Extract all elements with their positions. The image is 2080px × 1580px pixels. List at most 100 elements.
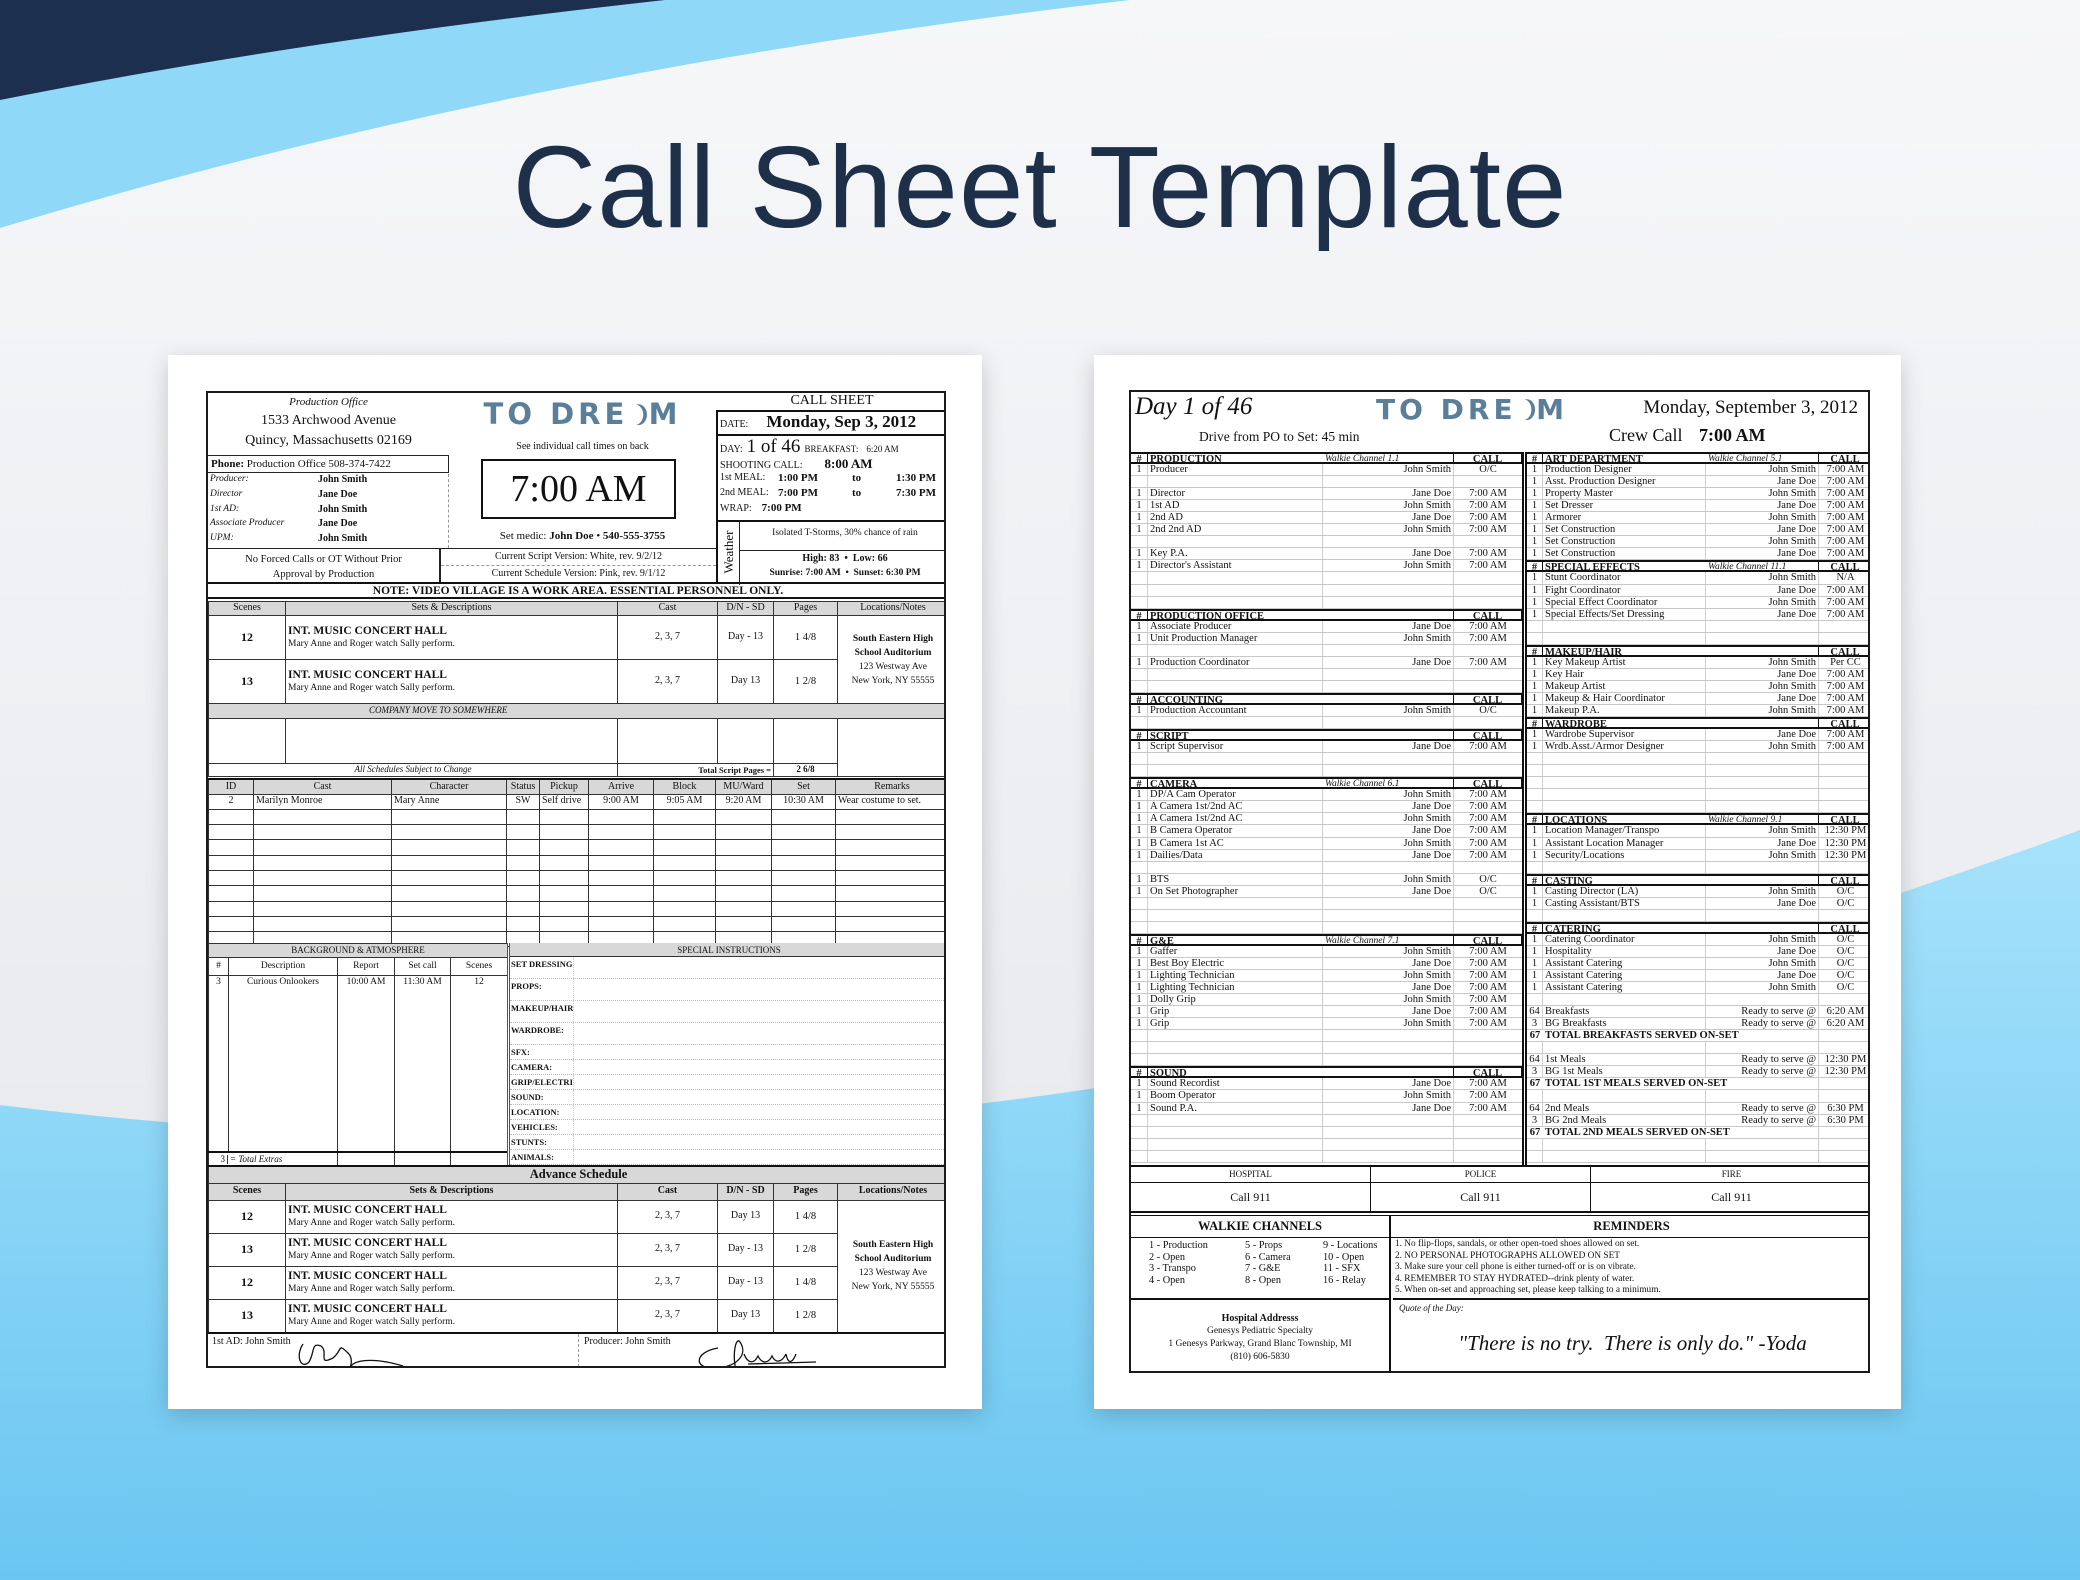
crew-name: Jane Doe: [1323, 849, 1454, 861]
crew-call-time: O/C: [1836, 933, 1855, 945]
hash-label: #: [1527, 562, 1543, 571]
shoot-date: Monday, September 3, 2012: [1643, 397, 1858, 418]
blank-row: [1131, 861, 1522, 874]
crew-call-time: 7:00 AM: [1469, 488, 1507, 500]
scene-cast: 2, 3, 7: [617, 1298, 718, 1333]
blank-cell: [1323, 861, 1454, 873]
blank-cell: [1131, 1150, 1148, 1162]
blank-cell: [1323, 1150, 1454, 1162]
cast-cell: [835, 839, 944, 856]
hash-label: #: [1131, 454, 1148, 463]
cast-cell: [771, 900, 836, 917]
column-header: Scenes: [449, 957, 509, 976]
crew-position: Grip: [1148, 1018, 1323, 1030]
cast-cell: [539, 915, 589, 933]
walkie-column: 9 - Locations 10 - Open 11 - SFX 16 - Relay: [1323, 1240, 1377, 1286]
crew-row: 1 On Set Photographer Jane Doe O/C: [1131, 885, 1522, 898]
reminder-item: 5. When on-set and approaching set, plea…: [1395, 1285, 1661, 1295]
crew-name: Jane Doe: [1323, 656, 1454, 668]
header-row: ID Cast Character Status Pickup Arrive Block MU…: [208, 778, 944, 795]
department-header: # CAMERA Walkie Channel 6.1 CALL: [1131, 777, 1522, 790]
crew-count: 1: [1131, 957, 1148, 970]
crew-name: John Smith: [1323, 970, 1454, 982]
crew-call-time: O/C: [1836, 897, 1855, 909]
scene-description: Mary Anne and Roger watch Sally perform.: [288, 1251, 455, 1262]
total-extras-count: 3: [211, 1154, 228, 1164]
column-header: #: [208, 957, 229, 976]
drive-time: Drive from PO to Set: 45 min: [1199, 429, 1360, 444]
hospital-title: Hospital Addresss: [1221, 1313, 1299, 1324]
blank-cell: [1148, 1150, 1323, 1162]
blank-cell: [1819, 994, 1868, 1005]
set-name: INT. MUSIC CONCERT HALL: [288, 1302, 447, 1315]
crew-count: 1: [1131, 524, 1148, 536]
crew-position: Set Dresser: [1543, 500, 1706, 512]
column-header: Scenes: [208, 1182, 286, 1201]
scene-pages: 1 2/8: [773, 1298, 838, 1333]
crew-count: 1: [1527, 741, 1543, 753]
section-title-row: BACKGROUND & ATMOSPHERE: [208, 943, 509, 958]
crew-call-time: 7:00 AM: [1469, 849, 1507, 861]
cast-cell: [715, 854, 772, 871]
crew-count: 1: [1527, 897, 1543, 909]
crew-call-time: 7:00 AM: [1826, 692, 1865, 704]
call-label: CALL: [1454, 610, 1522, 619]
special-instruction-row: PROPS:: [510, 979, 944, 1001]
call-label: CALL: [1819, 454, 1868, 462]
crew-position: Sound P.A.: [1148, 1102, 1323, 1114]
day-night: Day - 13: [717, 615, 774, 660]
crew-count: 64: [1527, 1006, 1543, 1018]
office-phone: Phone: Production Office 508-374-7422: [208, 455, 449, 473]
blank-row: [1131, 536, 1522, 549]
quote-of-the-day: "There is no try. There is only do." -Yo…: [1458, 1331, 1807, 1355]
call-label: CALL: [1819, 647, 1868, 655]
background-atmosphere-table: BACKGROUND & ATMOSPHERE # Description Repor…: [208, 943, 509, 1167]
cast-cell: [539, 854, 589, 871]
blank-cell: [1131, 536, 1148, 548]
blank-cell: [1543, 1150, 1706, 1162]
column-header: Set: [771, 778, 836, 795]
blank-cell: [1323, 1114, 1454, 1126]
crew-position: Assistant Catering: [1543, 957, 1706, 970]
blank-cell: [1148, 644, 1323, 656]
crew-row: 1 Sound P.A. Jane Doe 7:00 AM: [1131, 1102, 1522, 1115]
crew-row: 1 Grip Jane Doe 7:00 AM: [1131, 1006, 1522, 1019]
special-instruction-label: STUNTS:: [511, 1137, 547, 1147]
crew-call-time: 7:00 AM: [1469, 1078, 1507, 1090]
crew-name: Jane Doe: [1706, 608, 1819, 620]
crew-count: 1: [1131, 885, 1148, 897]
blank-cell: [1131, 1030, 1148, 1042]
cast-cell: [391, 915, 507, 933]
weather-forecast: Isolated T-Storms, 30% chance of rain: [772, 528, 918, 538]
walkie-channel: [1706, 646, 1819, 655]
breakfast-time: 6:20 AM: [866, 444, 899, 454]
location-line: New York, NY 55555: [851, 1282, 935, 1292]
crew-call-time: 7:00 AM: [1469, 982, 1507, 994]
crew-count: 1: [1131, 813, 1148, 825]
scene-number: 13: [208, 1232, 286, 1267]
blank-row: [1527, 909, 1868, 922]
set-name: INT. MUSIC CONCERT HALL: [288, 668, 447, 681]
department-title: LOCATIONS: [1545, 815, 1608, 824]
background-cell: 11:30 AM: [394, 975, 451, 1152]
total-row: 67 TOTAL BREAKFASTS SERVED ON-SET: [1527, 1030, 1868, 1043]
crew-position: 1st Meals: [1543, 1054, 1706, 1066]
special-title: SPECIAL INSTRUCTIONS: [510, 943, 944, 957]
staff-name: John Smith: [318, 503, 368, 515]
blank-cell: [1148, 765, 1323, 777]
crew-name: John Smith: [1706, 596, 1819, 608]
blank-row: [1131, 1054, 1522, 1067]
special-instruction-row: SFX:: [510, 1045, 944, 1060]
crew-call-time: 7:00 AM: [1826, 596, 1865, 608]
blank-cell: [1706, 620, 1819, 632]
emergency-value: Call 911: [1230, 1190, 1271, 1204]
crew-position: Grip: [1148, 1006, 1323, 1018]
crew-name: Jane Doe: [1323, 548, 1454, 560]
column-header: Arrive: [588, 778, 654, 795]
hash-label: #: [1131, 694, 1148, 703]
blank-cell: [1819, 621, 1868, 632]
crew-position: 1st AD: [1148, 500, 1323, 512]
blank-cell: [1454, 597, 1522, 608]
crew-row: 1 Dolly Grip John Smith 7:00 AM: [1131, 994, 1522, 1007]
department-header: # ART DEPARTMENT Walkie Channel 5.1 CALL: [1527, 452, 1868, 465]
